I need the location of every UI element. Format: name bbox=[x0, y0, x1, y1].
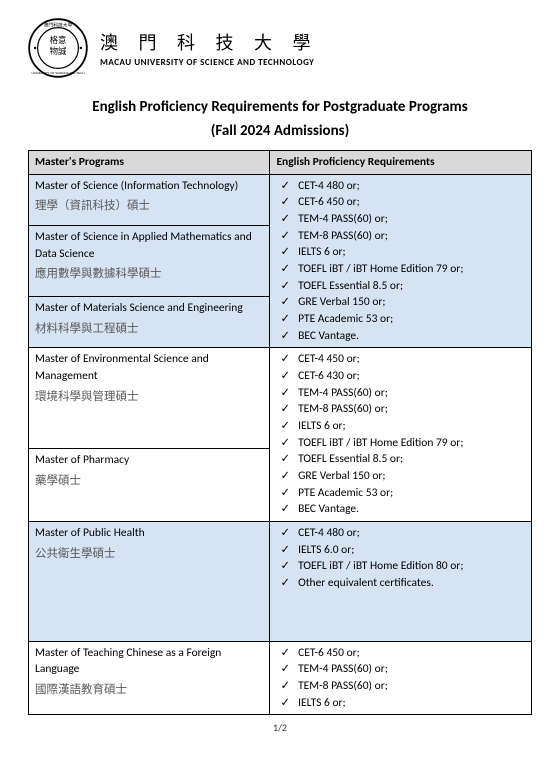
col-header-requirements: English Proficiency Requirements bbox=[270, 151, 532, 175]
requirement-item: TEM-4 PASS(60) or; bbox=[276, 385, 525, 402]
program-cell: Master of Science (Information Technolog… bbox=[29, 174, 270, 225]
program-name-cn: 國際漢語教育碩士 bbox=[35, 682, 263, 699]
program-cell: Master of Materials Science and Engineer… bbox=[29, 296, 270, 347]
requirement-item: IELTS 6.0 or; bbox=[276, 542, 525, 559]
program-name-cn: 環境科學與管理碩士 bbox=[35, 389, 263, 406]
page: 澳門科技大學 UNIVERSITY OF SCIENCE AND TECH 格意… bbox=[0, 0, 560, 744]
program-name-en: Master of Public Health bbox=[35, 525, 263, 542]
program-name-cn: 理學（資訊科技）碩士 bbox=[35, 198, 263, 215]
program-name-en: Master of Science (Information Technolog… bbox=[35, 178, 263, 195]
requirement-item: TOEFL Essential 8.5 or; bbox=[276, 278, 525, 295]
program-cell: Master of Public Health 公共衛生學碩士 bbox=[29, 522, 270, 642]
requirement-item: CET-6 450 or; bbox=[276, 645, 525, 662]
requirement-item: TEM-8 PASS(60) or; bbox=[276, 678, 525, 695]
program-name-en: Master of Teaching Chinese as a Foreign … bbox=[35, 645, 263, 678]
requirements-cell: CET-4 480 or;IELTS 6.0 or;TOEFL iBT / iB… bbox=[270, 522, 532, 642]
requirements-table: Master's Programs English Proficiency Re… bbox=[28, 150, 532, 715]
requirement-item: BEC Vantage. bbox=[276, 501, 525, 518]
program-name-en: Master of Materials Science and Engineer… bbox=[35, 300, 263, 317]
requirement-item: CET-6 430 or; bbox=[276, 368, 525, 385]
requirement-item: TEM-4 PASS(60) or; bbox=[276, 661, 525, 678]
document-title: English Proficiency Requirements for Pos… bbox=[28, 98, 532, 116]
requirement-item: CET-4 480 or; bbox=[276, 525, 525, 542]
program-name-cn: 藥學碩士 bbox=[35, 473, 263, 490]
requirement-item: PTE Academic 53 or; bbox=[276, 485, 525, 502]
requirement-item: TEM-4 PASS(60) or; bbox=[276, 211, 525, 228]
svg-text:UNIVERSITY OF SCIENCE AND TECH: UNIVERSITY OF SCIENCE AND TECH bbox=[31, 71, 84, 75]
university-name-cn: 澳 門 科 技 大 學 bbox=[100, 29, 319, 55]
program-cell: Master of Teaching Chinese as a Foreign … bbox=[29, 641, 270, 715]
page-number: 1/2 bbox=[28, 721, 532, 734]
requirement-item: GRE Verbal 150 or; bbox=[276, 294, 525, 311]
requirement-item: IELTS 6 or; bbox=[276, 244, 525, 261]
requirement-item: TEM-8 PASS(60) or; bbox=[276, 401, 525, 418]
requirement-item: PTE Academic 53 or; bbox=[276, 311, 525, 328]
requirements-list: CET-4 480 or;IELTS 6.0 or;TOEFL iBT / iB… bbox=[276, 525, 525, 592]
requirement-item: Other equivalent certificates. bbox=[276, 575, 525, 592]
requirement-item: TEM-8 PASS(60) or; bbox=[276, 228, 525, 245]
requirement-item: CET-4 450 or; bbox=[276, 351, 525, 368]
university-name-block: 澳 門 科 技 大 學 MACAU UNIVERSITY OF SCIENCE … bbox=[100, 29, 319, 68]
table-header-row: Master's Programs English Proficiency Re… bbox=[29, 151, 532, 175]
requirement-item: CET-4 480 or; bbox=[276, 178, 525, 195]
program-name-en: Master of Science in Applied Mathematics… bbox=[35, 229, 263, 262]
table-row: Master of Science (Information Technolog… bbox=[29, 174, 532, 225]
col-header-programs: Master's Programs bbox=[29, 151, 270, 175]
svg-text:物誠: 物誠 bbox=[50, 46, 67, 56]
requirements-cell: CET-6 450 or;TEM-4 PASS(60) or;TEM-8 PAS… bbox=[270, 641, 532, 715]
svg-text:澳門科技大學: 澳門科技大學 bbox=[44, 21, 73, 28]
requirement-item: IELTS 6 or; bbox=[276, 695, 525, 712]
program-cell: Master of Science in Applied Mathematics… bbox=[29, 226, 270, 297]
program-cell: Master of Environmental Science and Mana… bbox=[29, 348, 270, 449]
requirement-item: TOEFL iBT / iBT Home Edition 80 or; bbox=[276, 558, 525, 575]
svg-text:格意: 格意 bbox=[50, 35, 67, 45]
requirement-item: TOEFL Essential 8.5 or; bbox=[276, 451, 525, 468]
requirements-cell: CET-4 450 or;CET-6 430 or;TEM-4 PASS(60)… bbox=[270, 348, 532, 522]
requirement-item: IELTS 6 or; bbox=[276, 418, 525, 435]
requirements-list: CET-6 450 or;TEM-4 PASS(60) or;TEM-8 PAS… bbox=[276, 645, 525, 712]
requirement-item: TOEFL iBT / iBT Home Edition 79 or; bbox=[276, 435, 525, 452]
table-row: Master of Environmental Science and Mana… bbox=[29, 348, 532, 449]
page-header: 澳門科技大學 UNIVERSITY OF SCIENCE AND TECH 格意… bbox=[28, 18, 532, 78]
program-name-en: Master of Pharmacy bbox=[35, 452, 263, 469]
requirements-list: CET-4 480 or;CET-6 450 or;TEM-4 PASS(60)… bbox=[276, 178, 525, 345]
program-name-cn: 公共衛生學碩士 bbox=[35, 546, 263, 563]
program-name-en: Master of Environmental Science and Mana… bbox=[35, 351, 263, 384]
requirement-item: TOEFL iBT / iBT Home Edition 79 or; bbox=[276, 261, 525, 278]
program-cell: Master of Pharmacy 藥學碩士 bbox=[29, 448, 270, 521]
university-logo: 澳門科技大學 UNIVERSITY OF SCIENCE AND TECH 格意… bbox=[28, 18, 88, 78]
document-subtitle: (Fall 2024 Admissions) bbox=[28, 122, 532, 140]
requirements-list: CET-4 450 or;CET-6 430 or;TEM-4 PASS(60)… bbox=[276, 351, 525, 518]
university-name-en: MACAU UNIVERSITY OF SCIENCE AND TECHNOLO… bbox=[100, 57, 319, 68]
table-row: Master of Public Health 公共衛生學碩士 CET-4 480 … bbox=[29, 522, 532, 642]
table-row: Master of Teaching Chinese as a Foreign … bbox=[29, 641, 532, 715]
program-name-cn: 應用數學與數據科學碩士 bbox=[35, 266, 263, 283]
requirements-cell: CET-4 480 or;CET-6 450 or;TEM-4 PASS(60)… bbox=[270, 174, 532, 348]
requirement-item: BEC Vantage. bbox=[276, 328, 525, 345]
requirement-item: CET-6 450 or; bbox=[276, 194, 525, 211]
program-name-cn: 材料科學與工程碩士 bbox=[35, 321, 263, 338]
requirement-item: GRE Verbal 150 or; bbox=[276, 468, 525, 485]
